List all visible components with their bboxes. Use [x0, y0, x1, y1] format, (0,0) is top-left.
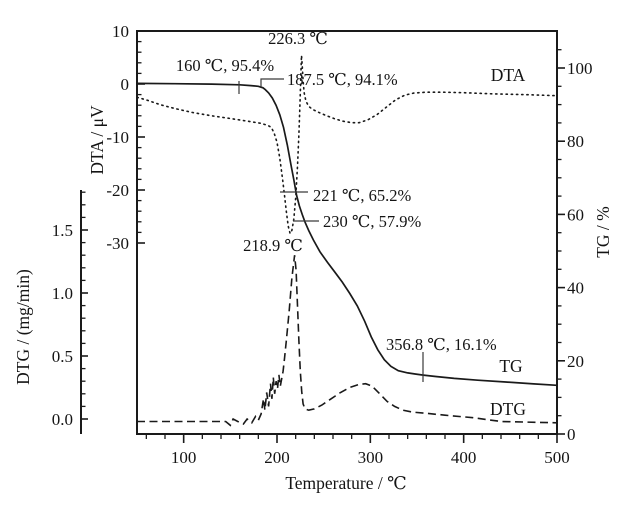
series-label-tg: TG [499, 356, 523, 376]
tg-tick-label: 60 [567, 205, 584, 224]
annotation-text: 226.3 ℃ [268, 29, 328, 48]
annotation-text: 160 ℃, 95.4% [176, 56, 274, 75]
annotation-leader [260, 78, 284, 87]
x-tick-label: 300 [358, 448, 384, 467]
tg-curve [136, 82, 558, 387]
x-tick-label: 400 [451, 448, 477, 467]
x-tick-label: 200 [264, 448, 290, 467]
dtg-axis-title: DTG / (mg/min) [13, 269, 33, 385]
annotation-text: 221 ℃, 65.2% [313, 186, 411, 205]
dtg-curve [137, 255, 558, 427]
plot-frame [136, 30, 558, 435]
annotation-text: 356.8 ℃, 16.1% [386, 335, 497, 354]
dta-axis-title: DTA / μV [87, 105, 107, 175]
x-tick-label: 100 [171, 448, 197, 467]
x-tick-label: 500 [544, 448, 570, 467]
tg-tick-label: 100 [567, 59, 593, 78]
tg-tick-label: 20 [567, 352, 584, 371]
dtg-tick-label: 0.0 [52, 410, 73, 429]
annotation-text: 230 ℃, 57.9% [323, 212, 421, 231]
series-label-dta: DTA [491, 65, 526, 85]
tg-tick-label: 80 [567, 132, 584, 151]
tg-axis-title: TG / % [593, 206, 613, 258]
dta-tick-label: 0 [121, 75, 130, 94]
dta-tick-label: 10 [112, 22, 129, 41]
tg-tick-label: 40 [567, 279, 584, 298]
tg-tick-label: 0 [567, 425, 576, 444]
dtg-tick-label: 1.5 [52, 221, 73, 240]
dta-tick-label: -10 [106, 128, 129, 147]
dta-curve [136, 55, 558, 236]
x-axis-title: Temperature / ℃ [285, 473, 406, 493]
dtg-tick-label: 0.5 [52, 347, 73, 366]
dtg-tick-label: 1.0 [52, 284, 73, 303]
series-label-dtg: DTG [490, 399, 526, 419]
annotation-text: 218.9 ℃ [243, 236, 303, 255]
annotation-text: 187.5 ℃, 94.1% [287, 70, 398, 89]
dta-tick-label: -20 [106, 181, 129, 200]
dta-tick-label: -30 [106, 234, 129, 253]
